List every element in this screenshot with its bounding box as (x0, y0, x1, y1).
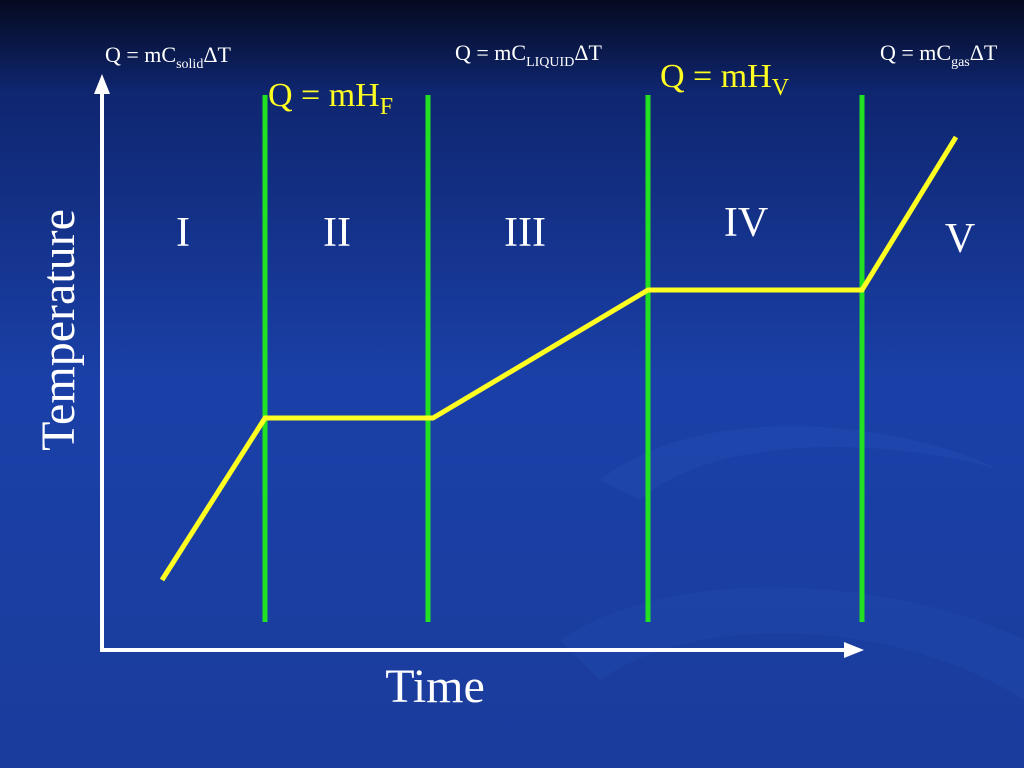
phase-boundaries (262, 95, 865, 622)
decor-swirl (600, 426, 1000, 500)
formula: Q = mHF (268, 77, 393, 120)
region-label: III (504, 210, 546, 256)
formula-sub: gas (951, 55, 970, 70)
formula-main: Q = mC (105, 42, 176, 67)
formula-tail: ΔT (970, 40, 998, 65)
formula-tail: ΔT (203, 42, 231, 67)
formula-main: Q = mC (455, 40, 526, 65)
formula: Q = mCsolidΔT (105, 42, 231, 72)
formula-tail: ΔT (574, 40, 602, 65)
y-axis-arrow (94, 74, 110, 94)
formula-main: Q = mH (268, 77, 380, 114)
region-labels: I II III IV V (176, 200, 975, 262)
formula: Q = mHV (660, 58, 790, 101)
heating-curve (159, 135, 959, 582)
formula-main: Q = mC (880, 40, 951, 65)
region-label: IV (724, 200, 768, 246)
x-axis-arrow (844, 642, 864, 658)
decor-swirl (560, 587, 1024, 700)
formula-sub: F (380, 94, 393, 120)
x-axis-label: Time (385, 660, 485, 713)
region-label: V (945, 216, 975, 262)
region-label: I (176, 210, 190, 256)
formula-sub: V (772, 75, 790, 101)
formula-sub: solid (176, 57, 203, 72)
formula: Q = mCgasΔT (880, 40, 998, 70)
y-axis-label: Temperature (32, 209, 85, 451)
formula-sub: LIQUID (526, 55, 574, 70)
region-label: II (323, 210, 351, 256)
formula-main: Q = mH (660, 58, 772, 95)
formula: Q = mCLIQUIDΔT (455, 40, 602, 70)
